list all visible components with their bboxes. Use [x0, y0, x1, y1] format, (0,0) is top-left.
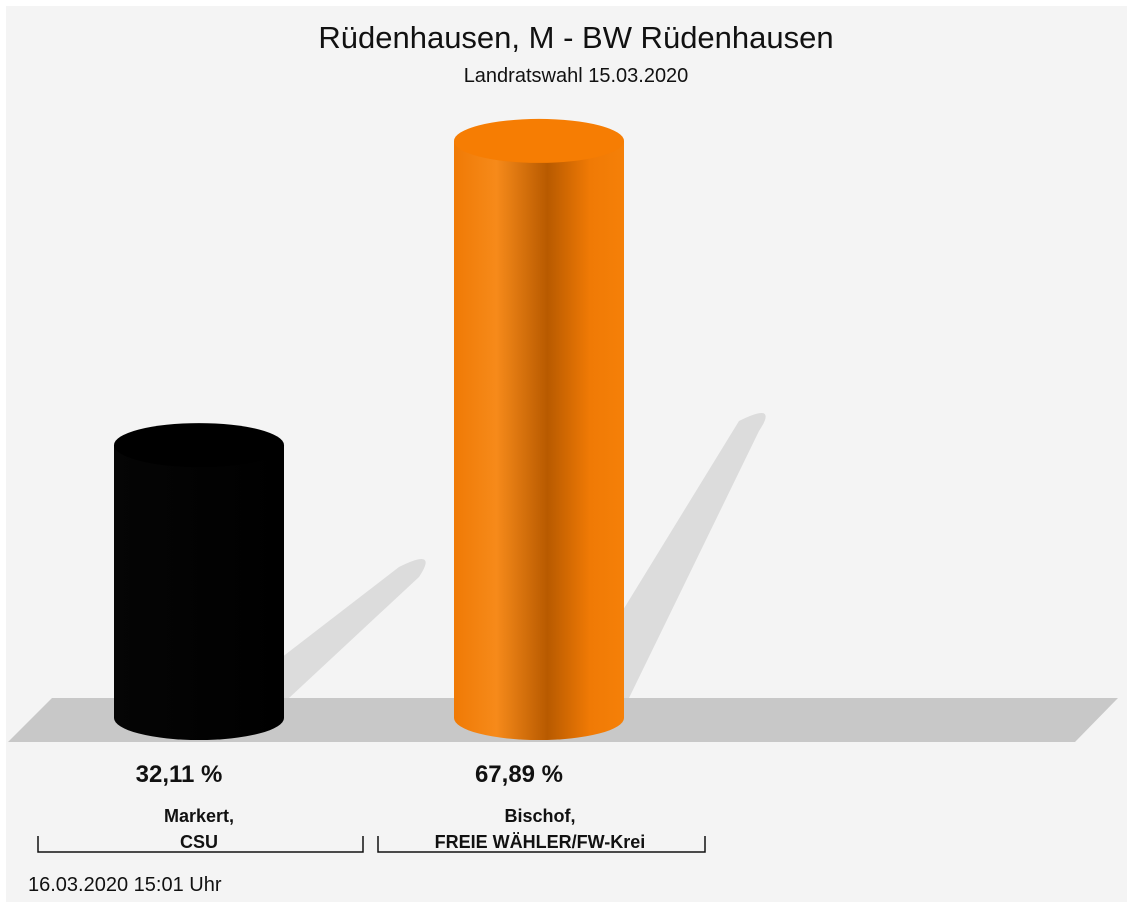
- category-label-line1-1: Markert,: [164, 806, 234, 826]
- bar-1: [114, 445, 284, 740]
- timestamp-footer: 16.03.2020 15:01 Uhr: [28, 874, 222, 896]
- bar-2-top: [454, 118, 624, 163]
- category-label-line2-2: FREIE WÄHLER/FW-Krei: [435, 832, 646, 852]
- chart-subtitle: Landratswahl 15.03.2020: [464, 65, 689, 87]
- bar-1-top: [114, 423, 284, 468]
- bars-layer: 32,11 % Markert, CSU 67,89 % Bischof, FREIE W…: [37, 118, 766, 853]
- bar-2: [454, 140, 624, 740]
- value-label-1: 32,11 %: [136, 761, 223, 788]
- category-label-line1-2: Bischof,: [504, 806, 575, 826]
- value-label-2: 67,89 %: [475, 761, 563, 788]
- category-bracket-2: [377, 836, 706, 853]
- category-label-line2-1: CSU: [180, 832, 218, 852]
- category-bracket-1: [37, 836, 364, 853]
- chart-title: Rüdenhausen, M - BW Rüdenhausen: [318, 20, 833, 55]
